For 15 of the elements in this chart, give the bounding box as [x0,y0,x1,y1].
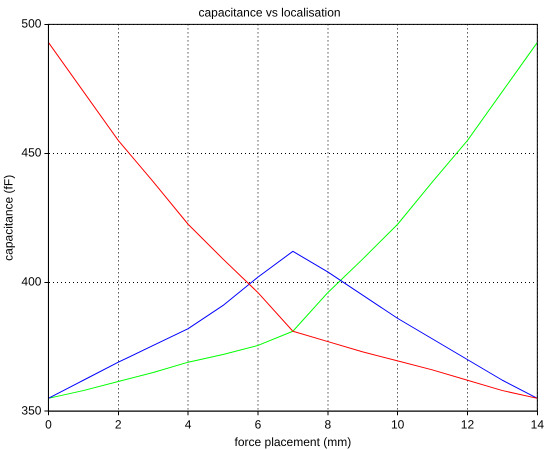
x-tick-label: 8 [324,418,332,432]
x-tick-label: 10 [390,418,405,432]
x-tick-label: 14 [530,418,544,432]
y-tick-label: 450 [21,146,42,160]
x-axis-title: force placement (mm) [234,435,352,450]
y-tick-label: 350 [21,404,42,418]
y-tick-label: 500 [21,16,42,31]
x-tick-label: 12 [460,418,474,432]
x-tick-label: 2 [114,418,122,432]
y-tick-label: 400 [21,274,42,289]
x-tick-label: 4 [184,418,192,432]
y-axis-title: capacitance (fF) [2,174,16,261]
x-tick-label: 6 [254,418,262,432]
x-tick-label: 0 [45,418,52,432]
chart-title: capacitance vs localisation [198,6,341,20]
